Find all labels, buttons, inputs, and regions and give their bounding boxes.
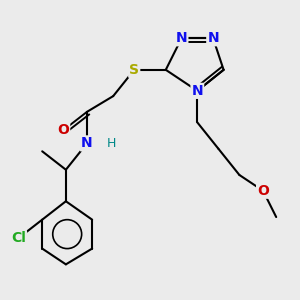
Text: N: N <box>81 136 93 150</box>
Text: S: S <box>129 63 139 77</box>
Text: O: O <box>257 184 269 198</box>
Text: H: H <box>107 137 117 150</box>
Text: Cl: Cl <box>11 231 26 245</box>
Text: N: N <box>207 31 219 45</box>
Text: N: N <box>176 31 188 45</box>
Text: N: N <box>191 84 203 98</box>
Text: O: O <box>57 123 69 137</box>
